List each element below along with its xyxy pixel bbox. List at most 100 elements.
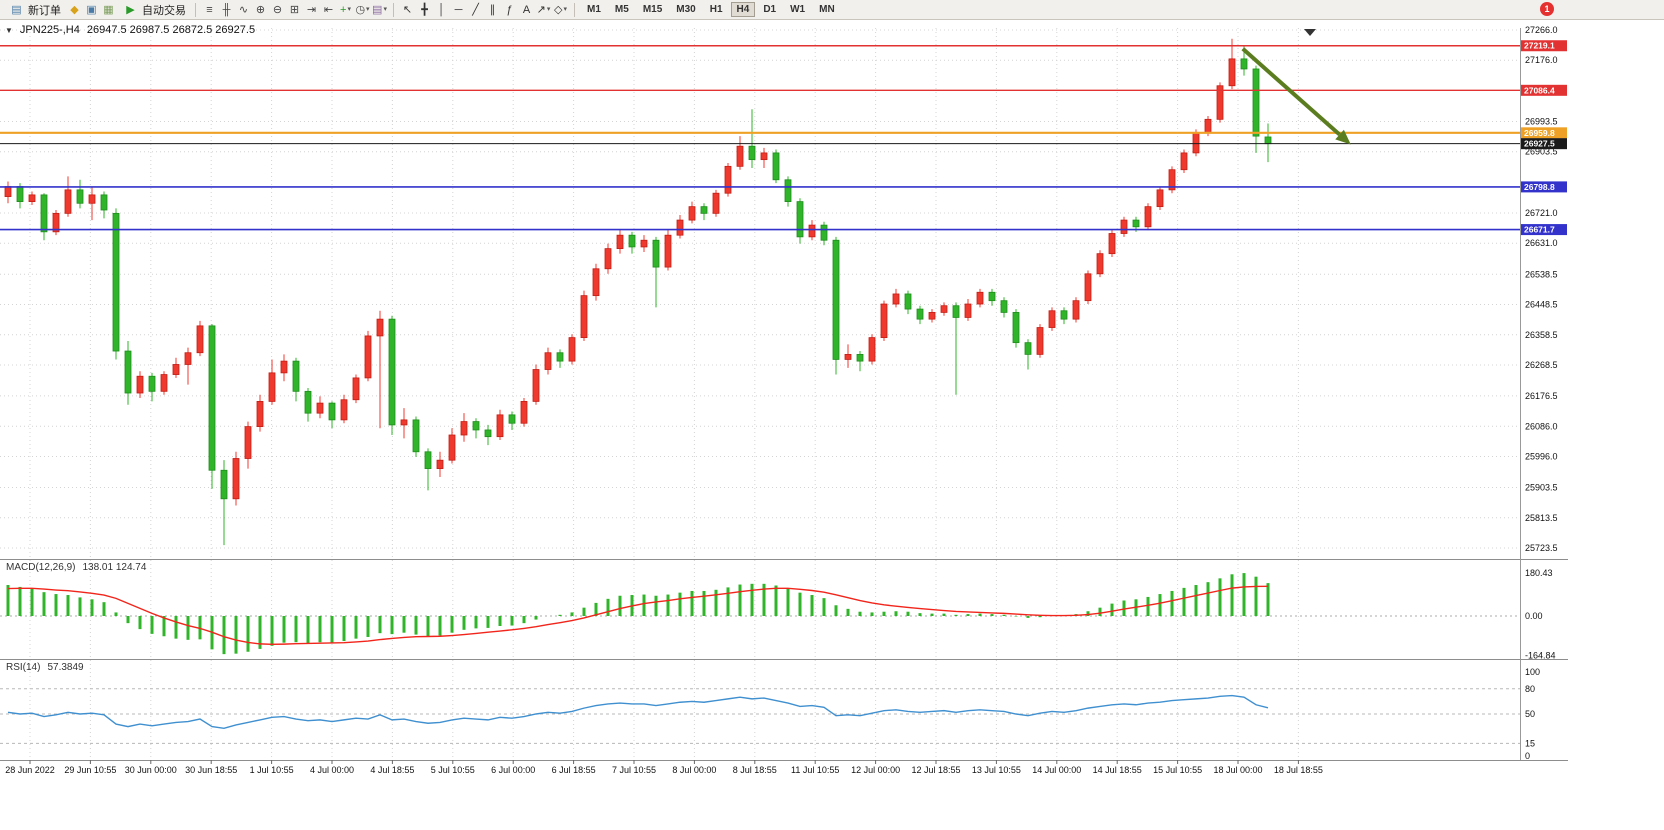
price-badge-label: 27219.1 [1524,41,1555,51]
bar-chart-icon[interactable]: ≡ [206,3,213,16]
trendline-icon[interactable]: ╱ [472,3,479,16]
price-badge-label: 26671.7 [1524,225,1555,235]
price-tick-label: 26176.5 [1525,391,1558,401]
candle-body [304,390,312,414]
rsi-panel [0,659,1568,744]
time-label: 30 Jun 00:00 [125,765,177,775]
notification-badge[interactable]: 1 [1540,2,1554,16]
candle-body [424,451,432,469]
channel-icon[interactable]: ∥ [489,3,496,16]
fibonacci-icon[interactable]: ƒ [506,3,513,16]
vertical-line-icon[interactable]: │ [438,3,445,16]
auto-trading-button[interactable]: ▶ 自动交易 [118,1,190,19]
candle-body [16,186,24,203]
timeframe-mn[interactable]: MN [813,2,841,17]
navigator-icon[interactable]: ▦ [103,3,114,16]
fastnav-toggle-icon[interactable]: ▼ [5,26,13,35]
dropdown-caret-icon[interactable]: ▾ [347,5,351,13]
time-label: 5 Jul 10:55 [431,765,475,775]
arrows-icon[interactable]: ↗ ▾ [536,3,551,16]
candle-body [604,248,612,270]
chart-shift-icon[interactable]: ⇤ [323,3,334,16]
candle-body [1036,327,1044,355]
crosshair-icon[interactable]: ╋ [421,3,428,16]
candle-body [736,145,744,167]
trend-arrow[interactable] [1241,47,1341,137]
candle-body [160,374,168,392]
candle-body [1156,189,1164,208]
new-order-icon: ▤ [11,3,22,16]
candle-body [460,421,468,436]
time-label: 8 Jul 00:00 [672,765,716,775]
dropdown-caret-icon[interactable]: ▾ [383,5,387,13]
chart-shift-marker[interactable] [1304,29,1316,36]
price-tick-label: 26993.5 [1525,117,1558,127]
line-chart-icon[interactable]: ∿ [238,3,249,16]
time-label: 7 Jul 10:55 [612,765,656,775]
periods-icon[interactable]: ◷ ▾ [355,3,370,16]
play-icon: ▶ [126,3,135,16]
zoom-in-icon[interactable]: ⊕ [255,3,266,16]
price-badge [1521,224,1567,236]
timeframe-w1[interactable]: W1 [784,2,811,17]
candle-body [532,369,540,402]
candle-body [904,293,912,310]
market-watch-icon[interactable]: ▣ [86,3,97,16]
candle-body [520,401,528,424]
time-label: 14 Jul 18:55 [1093,765,1142,775]
candle-body [1180,152,1188,171]
new-order-button[interactable]: ▤ 新订单 [4,1,65,19]
zoom-out-icon[interactable]: ⊖ [272,3,283,16]
dropdown-caret-icon[interactable]: ▾ [546,5,551,13]
timeframe-m30[interactable]: M30 [670,2,701,17]
toolbar-separator [393,2,394,17]
time-label: 28 Jun 2022 [5,765,55,775]
price-tick-label: 26631.0 [1525,238,1558,248]
timeframe-h4[interactable]: H4 [730,2,756,17]
cursor-icon[interactable]: ↖ [402,3,413,16]
dropdown-caret-icon[interactable]: ▾ [366,5,370,13]
grid-layer [0,28,1520,758]
candle-body [88,194,96,204]
shapes-icon[interactable]: ◇ ▾ [554,3,567,16]
standard-toolbar-group: ◆ ▣ ▦ [66,2,117,18]
macd-indicator-label: MACD(12,26,9) 138.01 124.74 [6,562,146,573]
candle-body [1168,169,1176,191]
candle-body [124,350,132,394]
candle-body [220,469,228,500]
rsi-indicator-label: RSI(14) 57.3849 [6,662,84,673]
candle-body [976,291,984,305]
candle-body [1144,206,1152,228]
macd-values: 138.01 124.74 [82,562,147,573]
price-badge-label: 26927.5 [1524,139,1555,149]
timeframe-m15[interactable]: M15 [637,2,668,17]
candle-body [172,364,180,375]
auto-scroll-icon[interactable]: ⇥ [306,3,317,16]
candle-body [196,325,204,354]
candle-body [328,402,336,421]
timeframe-h1[interactable]: H1 [704,2,729,17]
dropdown-caret-icon[interactable]: ▾ [563,5,567,13]
time-label: 11 Jul 10:55 [791,765,839,775]
price-badge [1521,127,1567,139]
time-axis: 28 Jun 2022 29 Jun 10:55 30 Jun 00:00 30 Ju… [0,760,1568,775]
indicators-icon[interactable]: + ▾ [340,3,351,16]
tile-windows-icon[interactable]: ⊞ [289,3,300,16]
rsi-axis-label: 80 [1525,684,1535,694]
price-badge [1521,40,1567,52]
candlestick-chart-icon[interactable]: ╫ [222,3,231,16]
candle-body [700,206,708,214]
horizontal-line-icon[interactable]: ─ [454,3,463,16]
alerts-icon[interactable]: ◆ [70,3,79,16]
text-icon[interactable]: A [522,3,531,16]
templates-icon[interactable]: ▤ ▾ [372,3,387,16]
timeframe-d1[interactable]: D1 [757,2,782,17]
timeframe-m1[interactable]: M1 [581,2,607,17]
candle-body [28,194,36,203]
candle-body [712,192,720,214]
timeframe-m5[interactable]: M5 [609,2,635,17]
rsi-value: 57.3849 [47,662,84,673]
price-badge [1521,138,1567,150]
price-badge-label: 26959.8 [1524,128,1555,138]
